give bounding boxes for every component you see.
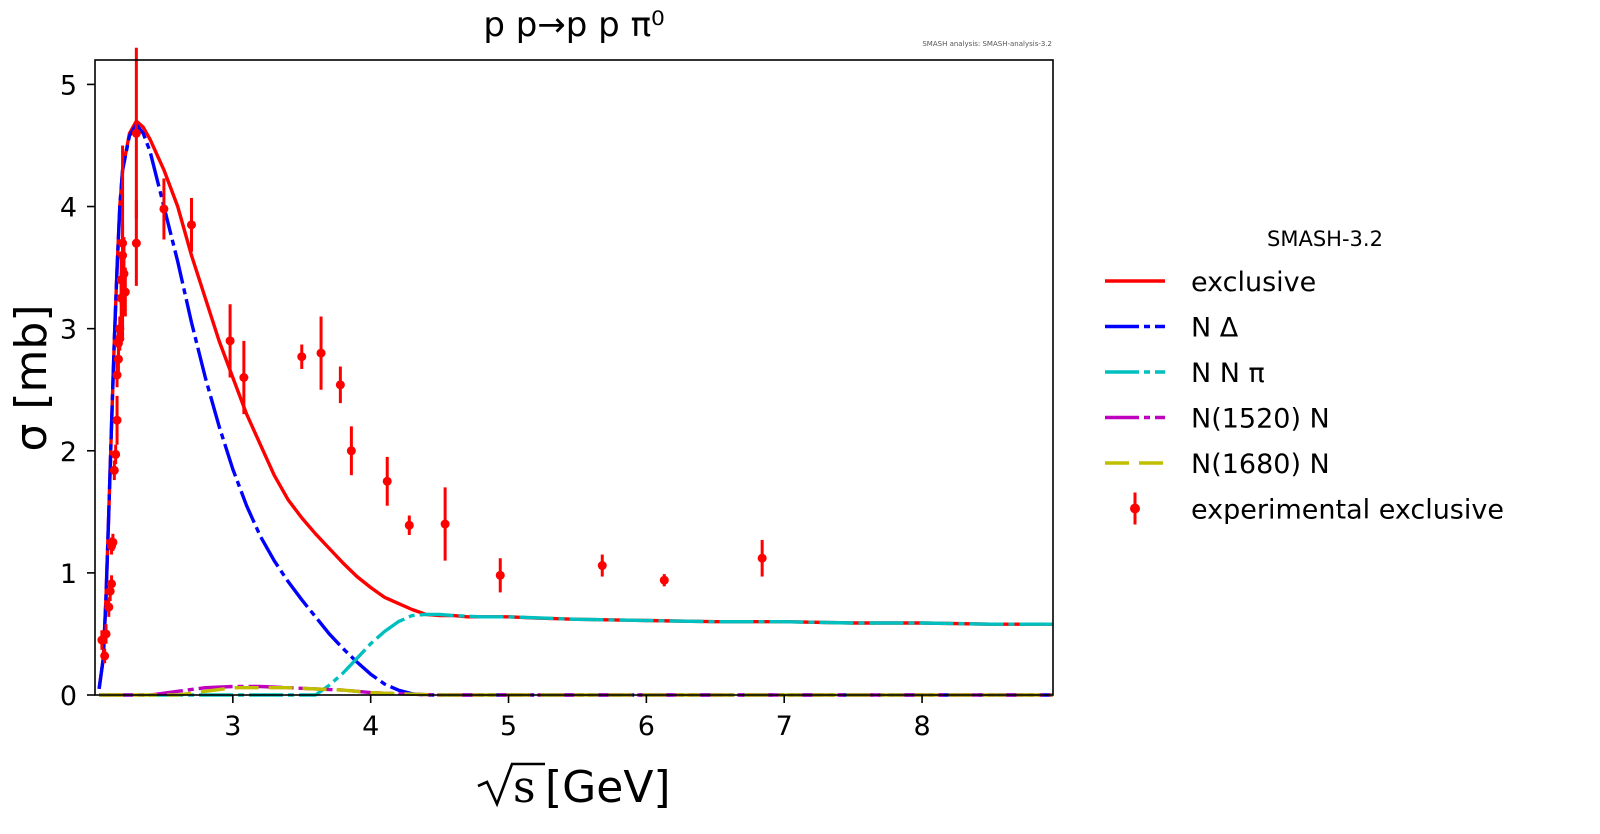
data-marker: [131, 128, 141, 138]
experimental-point: [107, 575, 117, 593]
experimental-point: [131, 47, 141, 219]
y-tick-label: 5: [60, 70, 77, 101]
experimental-point: [335, 366, 345, 404]
data-marker: [104, 602, 114, 612]
experimental-point: [112, 395, 122, 445]
legend-entry-n-1680-n: N(1680) N: [1105, 449, 1330, 480]
data-marker: [186, 220, 196, 230]
series-line-n: [97, 123, 1053, 697]
legend-entry-n: N Δ: [1105, 313, 1239, 344]
x-axis-label-variable: s: [513, 762, 536, 813]
legend-label: exclusive: [1191, 267, 1316, 298]
x-tick-label: 7: [776, 711, 793, 742]
experimental-point: [346, 426, 356, 476]
x-tick-label: 5: [500, 711, 517, 742]
data-marker: [316, 348, 326, 358]
y-tick-label: 1: [60, 559, 77, 590]
experimental-point: [495, 558, 505, 593]
y-tick-label: 2: [60, 437, 77, 468]
data-marker: [101, 629, 111, 639]
experimental-point: [440, 487, 450, 561]
experimental-point: [101, 624, 111, 644]
legend-label: N(1520) N: [1191, 404, 1330, 435]
legend-entry-n-n: N N π: [1105, 358, 1265, 389]
data-marker: [597, 561, 607, 571]
data-marker: [109, 465, 119, 475]
data-marker: [100, 651, 110, 661]
data-marker: [495, 570, 505, 580]
legend-label: experimental exclusive: [1191, 495, 1504, 526]
x-axis-label: s [GeV]: [477, 762, 671, 813]
legend-label: N Δ: [1191, 313, 1239, 344]
data-marker: [107, 579, 117, 589]
data-marker: [159, 204, 169, 214]
x-tick-label: 6: [638, 711, 655, 742]
x-axis-label-unit: [GeV]: [545, 762, 671, 813]
data-marker: [113, 354, 123, 364]
data-marker: [440, 519, 450, 529]
data-marker: [757, 553, 767, 563]
y-tick-label: 3: [60, 315, 77, 346]
experimental-point: [316, 316, 326, 390]
data-marker: [382, 476, 392, 486]
data-marker: [108, 537, 118, 547]
x-axis-ticks: 3 4 5 6 7 8: [224, 695, 931, 742]
experimental-point: [597, 554, 607, 577]
experimental-point: [108, 533, 118, 551]
x-tick-label: 8: [913, 711, 930, 742]
data-marker: [659, 575, 669, 585]
data-marker: [120, 287, 130, 297]
experimental-point: [239, 340, 249, 415]
legend-marker: [1130, 503, 1140, 514]
legend-entry-experimental-exclusive: experimental exclusive: [1130, 492, 1504, 526]
y-axis-ticks: 0 1 2 3 4 5: [60, 70, 95, 712]
experimental-point: [297, 344, 307, 369]
data-marker: [297, 352, 307, 362]
experimental-point: [225, 304, 235, 378]
data-marker: [239, 373, 249, 382]
chart-title: p p→p p π⁰: [483, 5, 664, 45]
data-marker: [111, 449, 121, 459]
experimental-point: [659, 574, 669, 587]
experimental-point: [100, 648, 110, 664]
data-marker: [112, 370, 122, 380]
series-line-n-n: [99, 612, 1053, 697]
experimental-point: [159, 178, 169, 240]
y-tick-label: 0: [60, 681, 77, 712]
series-layer: [97, 119, 1053, 697]
x-tick-label: 3: [224, 711, 241, 742]
y-axis-label: σ [mb]: [6, 305, 57, 452]
legend-entry-exclusive: exclusive: [1105, 267, 1316, 298]
experimental-point: [111, 444, 121, 465]
experimental-point: [131, 200, 141, 286]
data-marker: [335, 380, 345, 390]
experimental-point: [382, 456, 392, 506]
x-tick-label: 4: [362, 711, 379, 742]
experimental-point: [404, 515, 414, 536]
experimental-point: [186, 197, 196, 252]
legend-title: SMASH-3.2: [1267, 227, 1383, 251]
data-marker: [346, 446, 356, 456]
legend-entry-n-1520-n: N(1520) N: [1105, 404, 1330, 435]
sqrt-symbol: [477, 762, 545, 808]
data-marker: [225, 336, 235, 346]
y-tick-label: 4: [60, 193, 77, 224]
experimental-point: [120, 267, 130, 317]
experimental-point: [757, 539, 767, 577]
data-marker: [404, 520, 414, 530]
series-line-exclusive: [97, 119, 1053, 690]
experimental-points-layer: [97, 47, 767, 664]
data-marker: [131, 238, 141, 248]
plot-frame: [94, 59, 1054, 696]
legend-label: N(1680) N: [1191, 449, 1330, 480]
watermark-label: SMASH analysis: SMASH-analysis-3.2: [922, 40, 1052, 48]
legend-label: N N π: [1191, 358, 1265, 389]
data-marker: [112, 415, 122, 425]
legend: SMASH-3.2 exclusive N Δ N N π N(1520) N N(16…: [1105, 227, 1504, 526]
